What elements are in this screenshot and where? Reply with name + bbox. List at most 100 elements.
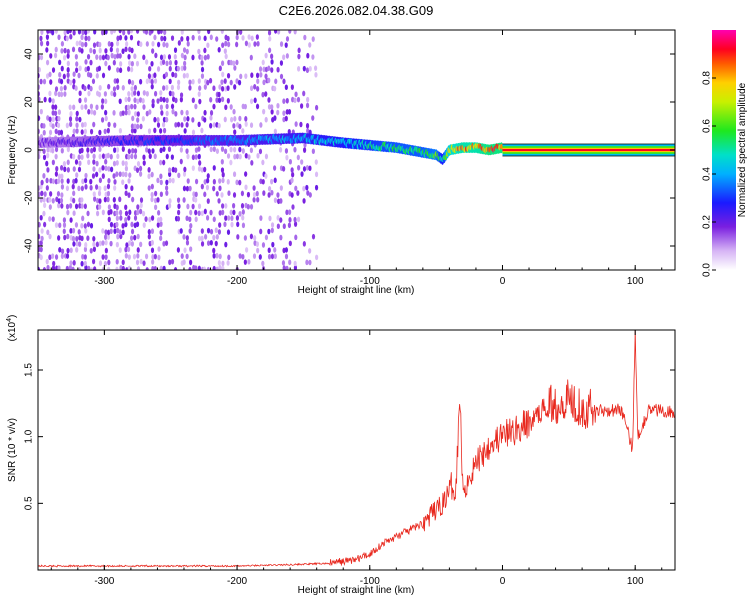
spectrogram-cell (131, 115, 135, 122)
spectrogram-cell (54, 222, 59, 228)
spectrogram-cell (89, 222, 94, 229)
spectrogram-cell (267, 192, 271, 198)
spectrogram-cell (130, 60, 134, 67)
spectrogram-cell (66, 146, 70, 153)
spectrogram-cell (98, 167, 102, 173)
spectrogram-cell (220, 158, 224, 165)
spectrogram-cell (89, 103, 94, 110)
spectrogram-cell (147, 173, 151, 180)
spectrogram-cell (136, 90, 141, 97)
spectrogram-cell (77, 229, 81, 235)
spectrogram-cell (77, 154, 81, 161)
spectrogram-cell (60, 192, 64, 198)
spectrogram-cell (267, 228, 271, 235)
colorbar-ticks: 0.0 0.2 0.4 0.6 0.8 (702, 71, 716, 277)
spectrogram-cell (68, 116, 73, 122)
spectrogram-cell (151, 41, 155, 47)
spectrogram-cell (159, 235, 163, 242)
spectrogram-cell (177, 203, 181, 210)
spectrogram-cell (170, 103, 175, 110)
spectrogram-cell (186, 116, 190, 122)
spectrogram-cell (147, 73, 152, 79)
spectrogram-cell (279, 41, 284, 47)
spectrogram-cell (136, 111, 140, 117)
spectrogram-cell (129, 34, 134, 41)
spectrogram-cell (182, 72, 186, 79)
spectrogram-cell (279, 73, 284, 80)
spectrogram-cell (163, 35, 167, 42)
spectrogram-cell (279, 217, 283, 223)
spectrogram-cell (276, 66, 280, 73)
spectrogram-cell (244, 184, 248, 191)
spectrogram-cell (142, 222, 146, 228)
spectrogram-cell (104, 30, 108, 35)
spectrogram-cell (182, 185, 187, 192)
spectrogram-cell (267, 253, 272, 260)
spectrogram-cell (113, 78, 117, 84)
spectrogram-cell (92, 48, 96, 55)
x-tick-label: -200 (227, 576, 247, 587)
spectrogram-cell (65, 203, 70, 210)
spectrogram-cell (153, 265, 157, 270)
spectrogram-cell (290, 167, 294, 173)
spectrogram-cell (162, 96, 166, 103)
spectrogram-cell (84, 172, 88, 179)
spectrogram-cell (252, 197, 256, 203)
spectrogram-cell (220, 79, 224, 85)
spectrogram-cell (48, 71, 52, 78)
spectrogram-cell (168, 177, 172, 184)
spectrogram-cell (156, 122, 161, 128)
x-tick-label: -300 (94, 576, 114, 587)
spectrogram-cell (106, 234, 111, 240)
spectrogram-cell (174, 122, 178, 128)
spectrogram-cell (113, 53, 117, 60)
spectrogram-cell (95, 241, 100, 248)
spectrogram-cell (159, 216, 163, 223)
spectrogram-cell (230, 221, 234, 228)
spectrogram-cell (235, 78, 239, 84)
spectrogram-cell (69, 79, 73, 86)
spectrogram-cell (156, 197, 160, 203)
spectrogram-cell (273, 197, 278, 204)
spectrogram-cell (244, 171, 248, 177)
spectrogram-cell (144, 216, 148, 222)
spectrogram-cell (119, 61, 123, 67)
spectrogram-cell (179, 96, 183, 103)
spectrogram-cell (139, 208, 143, 215)
spectrogram-cell (227, 59, 231, 66)
spectrogram-cell (103, 91, 107, 97)
spectrogram-cell (124, 35, 128, 41)
spectrogram-cell (121, 146, 125, 152)
spectrogram-cell (154, 190, 158, 197)
spectrogram-cell (150, 60, 154, 67)
x-tick-label: -100 (360, 576, 380, 587)
spectrogram-cell (104, 115, 108, 122)
spectrogram-cell (259, 71, 263, 78)
spectrogram-cell (118, 229, 122, 235)
spectrogram-cell (214, 240, 218, 247)
spectrogram-cell (256, 152, 260, 159)
spectrogram-cell (241, 35, 245, 41)
spectrogram-cell (200, 60, 204, 66)
spectrogram-cell (246, 203, 250, 210)
spectrogram-cell (66, 167, 70, 173)
spectrogram-cell (58, 222, 62, 229)
spectrogram-cell (311, 36, 315, 42)
spectrogram-cell (124, 246, 128, 253)
spectrogram-cell (81, 215, 85, 222)
spectrogram-cell (130, 66, 134, 73)
spectrogram-cell (306, 52, 310, 59)
spectrogram-cell (115, 78, 120, 84)
spectrogram-cell (81, 30, 85, 36)
spectrogram-cell (53, 110, 58, 117)
spectrogram-cell (259, 228, 263, 235)
spectrogram-cell (78, 203, 82, 209)
spectrogram-cell (124, 165, 129, 172)
spectrogram-cell (98, 47, 102, 54)
spectrogram-cell (302, 198, 306, 204)
spectrogram-cell (68, 30, 72, 34)
spectrogram-cell (274, 78, 278, 85)
spectrogram-cell (168, 167, 172, 173)
spectrogram-cell (138, 165, 143, 172)
spectrogram-cell (133, 97, 137, 103)
